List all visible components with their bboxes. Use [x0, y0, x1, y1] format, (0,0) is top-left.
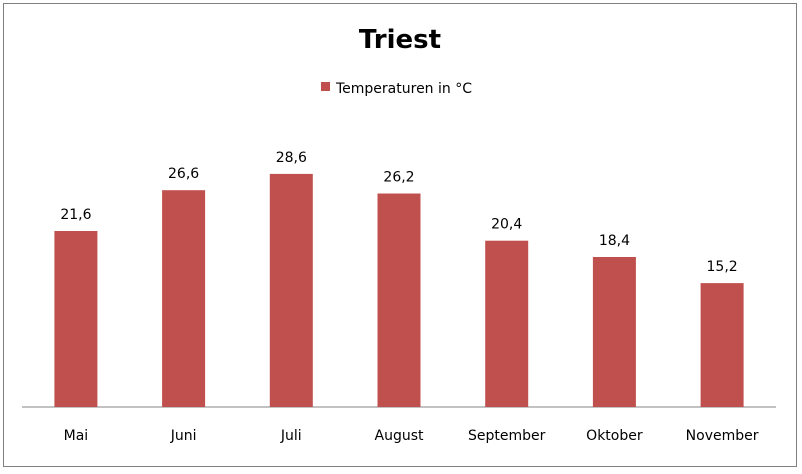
data-label-oktober: 18,4 [599, 233, 630, 249]
x-tick-label-juli: Juli [280, 428, 302, 444]
data-label-november: 15,2 [707, 259, 738, 275]
legend: Temperaturen in °C [321, 81, 472, 97]
data-label-juli: 28,6 [276, 150, 307, 166]
data-label-september: 20,4 [491, 217, 522, 233]
data-label-juni: 26,6 [168, 166, 199, 182]
x-tick-label-oktober: Oktober [586, 428, 643, 444]
bar-juni [162, 190, 206, 407]
bar-mai [54, 231, 98, 407]
legend-label: Temperaturen in °C [335, 81, 472, 97]
bar-oktober [592, 257, 636, 407]
bar-august [377, 193, 421, 407]
x-tick-label-mai: Mai [64, 428, 89, 444]
x-tick-label-november: November [686, 428, 759, 444]
bar-juli [269, 173, 313, 407]
plot-area: 21,6 Mai 26,6 Juni 28,6 Juli 26,2 August 20,4 Sep… [22, 150, 776, 444]
data-label-august: 26,2 [383, 170, 414, 186]
bar-september [485, 240, 529, 407]
bar-november [700, 283, 744, 407]
chart-title: Triest [359, 25, 441, 55]
x-tick-label-september: September [468, 428, 546, 444]
x-tick-label-august: August [375, 428, 425, 444]
data-label-mai: 21,6 [60, 207, 91, 223]
x-tick-label-juni: Juni [170, 428, 197, 444]
legend-swatch [321, 82, 330, 91]
